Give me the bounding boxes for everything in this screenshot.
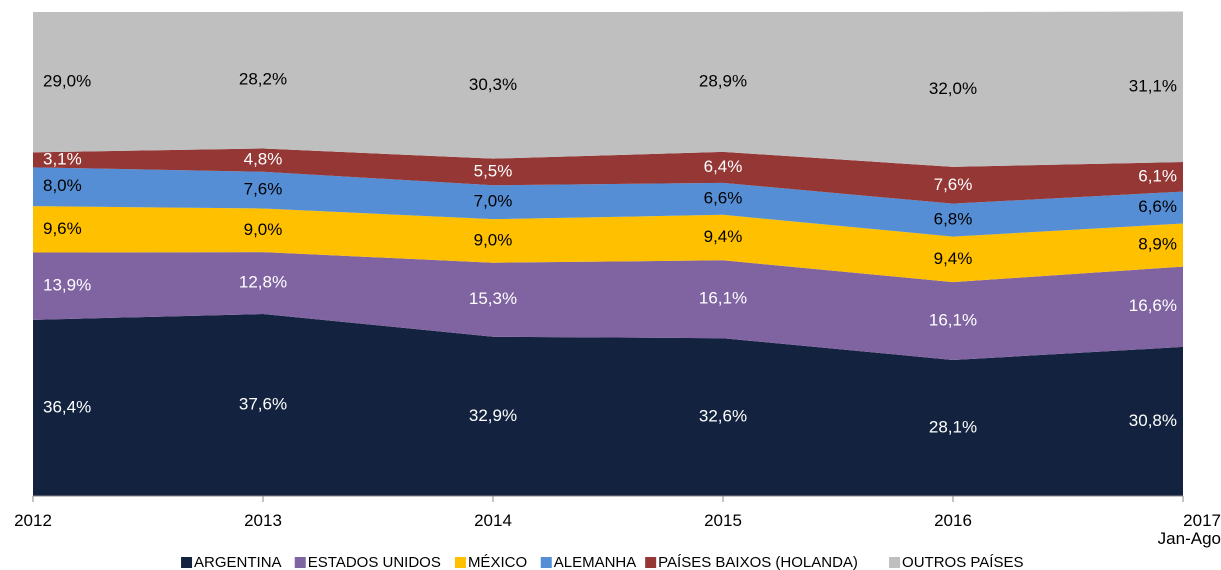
value-label: 30,8%	[1129, 411, 1177, 430]
value-label: 9,0%	[244, 220, 283, 239]
value-label: 6,8%	[934, 210, 973, 229]
value-label: 13,9%	[43, 276, 91, 295]
x-tick-label: 2015	[704, 511, 742, 530]
value-label: 15,3%	[469, 289, 517, 308]
value-label: 31,1%	[1129, 76, 1177, 95]
value-label: 6,6%	[704, 188, 743, 207]
value-label: 28,2%	[239, 70, 287, 89]
value-label: 36,4%	[43, 397, 91, 416]
value-label: 3,1%	[43, 149, 82, 168]
legend-label: MÉXICO	[468, 554, 527, 570]
value-label: 37,6%	[239, 394, 287, 413]
value-label: 9,4%	[934, 249, 973, 268]
x-tick-line: Jan-Ago	[1158, 529, 1221, 548]
value-label: 30,3%	[469, 75, 517, 94]
value-label: 7,0%	[474, 192, 513, 211]
legend-swatch	[454, 557, 466, 568]
x-tick-label: 2017 Jan-Ago	[1158, 511, 1221, 548]
area	[33, 11, 1183, 167]
value-label: 7,6%	[244, 180, 283, 199]
x-tick-line: 2013	[244, 511, 282, 530]
value-label: 16,1%	[699, 289, 747, 308]
area	[33, 252, 1183, 360]
value-label: 29,0%	[43, 72, 91, 91]
value-label: 16,1%	[929, 311, 977, 330]
legend-swatch	[294, 557, 306, 568]
value-label: 9,0%	[474, 230, 513, 249]
area	[33, 206, 1183, 283]
legend-swatch	[181, 557, 193, 568]
value-label: 8,0%	[43, 176, 82, 195]
legend-label: ESTADOS UNIDOS	[308, 554, 441, 570]
area	[33, 148, 1183, 204]
legend-swatch	[645, 557, 657, 568]
value-label: 9,6%	[43, 219, 82, 238]
value-label: 6,1%	[1138, 166, 1177, 185]
value-label: 6,4%	[704, 157, 743, 176]
x-tick-label: 2012	[14, 511, 52, 530]
legend-label: PAÍSES BAIXOS (HOLANDA)	[658, 554, 858, 570]
x-tick-line: 2015	[704, 511, 742, 530]
value-label: 28,1%	[929, 417, 977, 436]
legend-label: OUTROS PAÍSES	[902, 554, 1023, 570]
x-tick-label: 2016	[934, 511, 972, 530]
value-label: 9,4%	[704, 227, 743, 246]
value-label: 12,8%	[239, 273, 287, 292]
value-label: 6,6%	[1138, 197, 1177, 216]
area	[33, 167, 1183, 237]
value-label: 7,6%	[934, 175, 973, 194]
value-label: 32,6%	[699, 407, 747, 426]
value-label: 28,9%	[699, 71, 747, 90]
value-label: 8,9%	[1138, 235, 1177, 254]
legend-swatch	[889, 557, 901, 568]
x-tick-label: 2013	[244, 511, 282, 530]
value-label: 5,5%	[474, 161, 513, 180]
x-tick-line: 2014	[474, 511, 512, 530]
value-label: 16,6%	[1129, 296, 1177, 315]
legend-label: ARGENTINA	[194, 554, 282, 570]
x-tick-line: 2016	[934, 511, 972, 530]
value-label: 4,8%	[244, 150, 283, 169]
x-tick-line: 2012	[14, 511, 52, 530]
area	[33, 314, 1183, 496]
x-tick-line: 2017	[1183, 511, 1221, 530]
legend: ARGENTINA ESTADOS UNIDOS MÉXICO ALEMANHA PAÍ…	[181, 554, 1023, 570]
x-tick-label: 2014	[474, 511, 512, 530]
legend-label: ALEMANHA	[554, 554, 637, 570]
value-label: 32,0%	[929, 79, 977, 98]
legend-swatch	[540, 557, 552, 568]
value-label: 32,9%	[469, 406, 517, 425]
